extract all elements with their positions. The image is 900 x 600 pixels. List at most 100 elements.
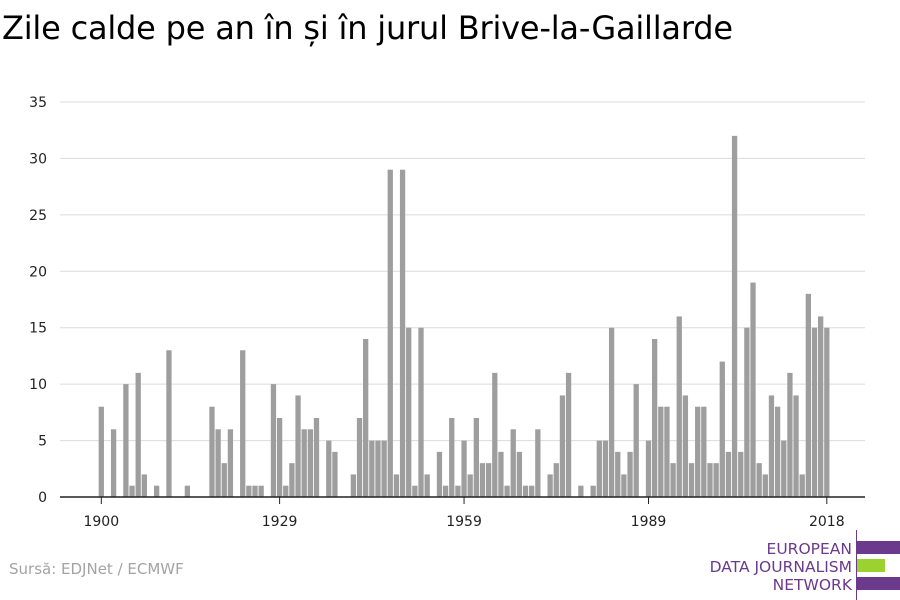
source-note: Sursă: EDJNet / ECMWF — [9, 560, 184, 578]
bar-1904 — [123, 384, 129, 497]
bar-1958 — [455, 485, 461, 497]
bar-1928 — [270, 384, 277, 497]
x-tick-label-2018: 2018 — [809, 514, 845, 530]
bar-1987 — [633, 384, 639, 497]
bar-1933 — [301, 429, 307, 497]
edjnet-logo: EUROPEAN DATA JOURNALISM NETWORK — [700, 530, 900, 600]
y-tick-label-0: 0 — [38, 490, 47, 506]
bar-1905 — [129, 485, 135, 497]
bar-2003 — [731, 135, 738, 498]
bar-1942 — [356, 418, 363, 497]
logo-bar-purple-top — [857, 541, 900, 554]
bar-1989 — [645, 440, 652, 497]
bar-2005 — [744, 327, 750, 497]
bar-1999 — [707, 463, 713, 497]
bar-1962 — [479, 463, 486, 497]
logo-bar-purple-bottom — [857, 577, 900, 590]
bar-1969 — [522, 485, 529, 497]
bar-1932 — [295, 395, 301, 497]
y-tick-label-25: 25 — [29, 208, 47, 224]
bar-1951 — [412, 485, 418, 497]
bar-1944 — [369, 440, 375, 497]
bar-1966 — [504, 485, 510, 497]
logo-text-network: NETWORK — [772, 576, 852, 594]
bar-1974 — [553, 463, 559, 497]
bar-1937 — [326, 440, 332, 497]
bar-1921 — [227, 429, 234, 497]
bar-1926 — [258, 485, 264, 497]
bar-1978 — [578, 485, 584, 497]
bar-1920 — [221, 463, 227, 497]
bar-1986 — [627, 451, 633, 497]
bar-1973 — [547, 474, 553, 497]
logo-rule — [856, 530, 857, 600]
bar-1919 — [215, 429, 221, 497]
bar-1975 — [559, 395, 566, 497]
x-tick-label-1959: 1959 — [446, 514, 482, 530]
bar-2001 — [719, 361, 725, 497]
bar-1953 — [424, 474, 430, 497]
bar-2014 — [799, 474, 805, 497]
bar-2008 — [762, 474, 768, 497]
bar-1949 — [399, 169, 406, 497]
y-tick-label-15: 15 — [29, 321, 47, 337]
x-tick-label-1989: 1989 — [631, 514, 667, 530]
bar-2004 — [738, 451, 744, 497]
x-tick-label-1929: 1929 — [262, 514, 298, 530]
bar-1918 — [209, 406, 215, 497]
bar-2006 — [750, 282, 756, 497]
bar-1997 — [695, 406, 701, 497]
bar-1946 — [381, 440, 387, 497]
y-tick-label-20: 20 — [29, 264, 47, 280]
bar-1992 — [664, 406, 670, 497]
bar-1957 — [449, 418, 455, 497]
logo-text-european: EUROPEAN — [766, 540, 852, 558]
bar-2002 — [725, 451, 732, 497]
bar-1931 — [289, 463, 295, 497]
bar-1925 — [252, 485, 258, 497]
bar-1990 — [652, 339, 658, 497]
bar-1980 — [590, 485, 596, 497]
bar-1961 — [473, 418, 479, 497]
logo-bar-green — [857, 559, 885, 572]
bar-1996 — [688, 463, 695, 497]
logo-text-data-journalism: DATA JOURNALISM — [709, 558, 852, 576]
bar-1983 — [608, 327, 615, 497]
bar-2018 — [824, 327, 830, 497]
bar-1923 — [240, 350, 246, 497]
y-tick-label-10: 10 — [29, 377, 47, 393]
bar-1938 — [332, 451, 338, 497]
bar-1959 — [461, 440, 467, 497]
bar-1981 — [596, 440, 602, 497]
bar-2009 — [768, 395, 775, 497]
bar-1906 — [135, 372, 141, 497]
bar-2015 — [805, 293, 811, 497]
bar-1914 — [184, 485, 191, 497]
bar-2007 — [756, 463, 762, 497]
bar-2016 — [811, 327, 818, 497]
bar-1982 — [602, 440, 609, 497]
y-tick-label-30: 30 — [29, 151, 47, 167]
bar-1993 — [670, 463, 676, 497]
bar-2011 — [781, 440, 787, 497]
bar-1924 — [246, 485, 252, 497]
bar-1976 — [565, 372, 572, 497]
chart-title: Zile calde pe an în și în jurul Brive-la… — [2, 9, 733, 47]
bar-1902 — [110, 429, 117, 497]
bar-1970 — [529, 485, 535, 497]
bar-1998 — [701, 406, 707, 497]
bar-2012 — [787, 372, 793, 497]
bar-1985 — [621, 474, 627, 497]
bar-2017 — [818, 316, 824, 497]
bar-1960 — [467, 474, 473, 497]
bar-1965 — [498, 451, 504, 497]
bar-1952 — [418, 327, 424, 497]
bar-1971 — [535, 429, 541, 497]
bar-1907 — [141, 474, 147, 497]
bar-1935 — [313, 418, 320, 497]
bar-1930 — [283, 485, 289, 497]
bar-2000 — [713, 463, 719, 497]
bar-1948 — [393, 474, 400, 497]
x-tick-label-1900: 1900 — [83, 514, 119, 530]
